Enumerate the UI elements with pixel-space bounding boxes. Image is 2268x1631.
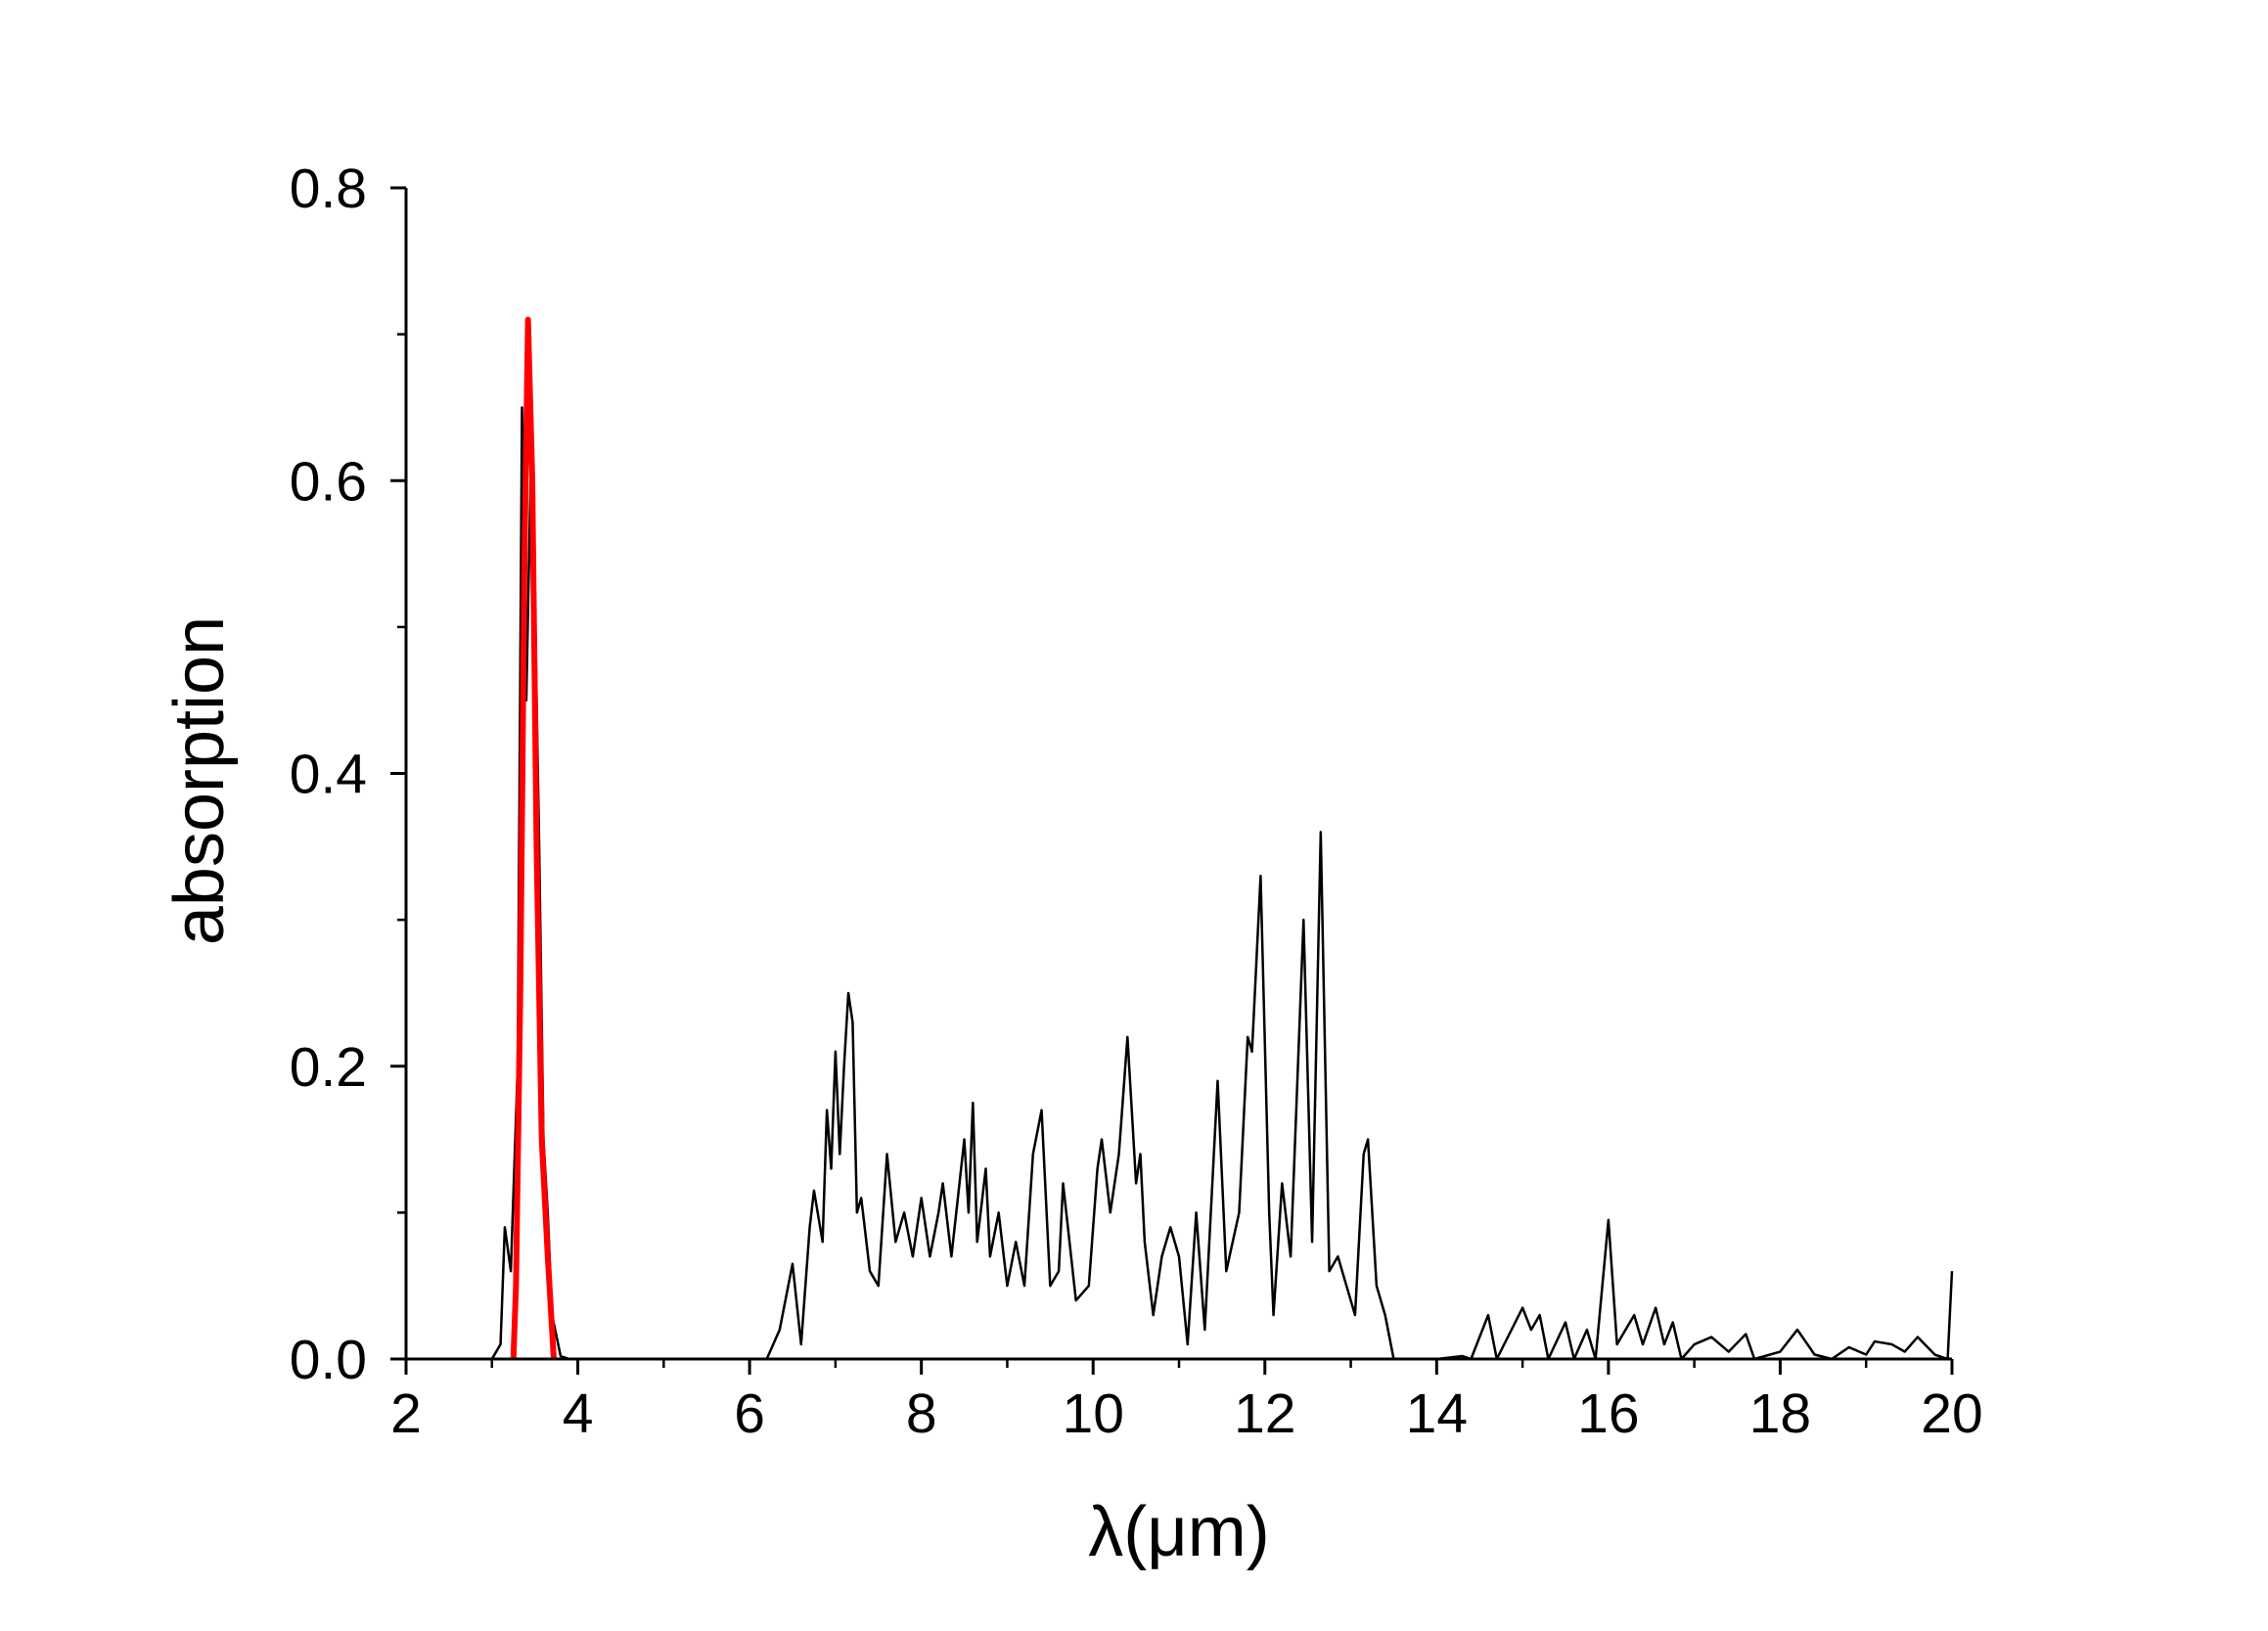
x-tick-label: 6 <box>734 1382 765 1445</box>
y-axis-label: absorption <box>160 616 239 945</box>
x-tick-label: 18 <box>1749 1382 1811 1445</box>
data-line <box>490 406 1954 1361</box>
y-tick-label: 0.4 <box>290 744 367 806</box>
x-tick-label: 16 <box>1577 1382 1639 1445</box>
data-line <box>510 316 557 1360</box>
y-tick-label: 0.6 <box>290 450 367 513</box>
y-tick-label: 0.2 <box>290 1036 367 1099</box>
y-tick-label: 0.8 <box>290 158 367 220</box>
x-tick-label: 20 <box>1921 1382 1982 1445</box>
x-tick-label: 2 <box>390 1382 422 1445</box>
x-tick-label: 14 <box>1406 1382 1468 1445</box>
x-tick-label: 10 <box>1063 1382 1124 1445</box>
x-tick-label: 12 <box>1234 1382 1295 1445</box>
x-axis-label: λ(μm) <box>1088 1493 1269 1571</box>
y-tick-label: 0.0 <box>290 1329 367 1391</box>
x-tick-label: 4 <box>563 1382 594 1445</box>
x-tick-label: 8 <box>906 1382 937 1445</box>
